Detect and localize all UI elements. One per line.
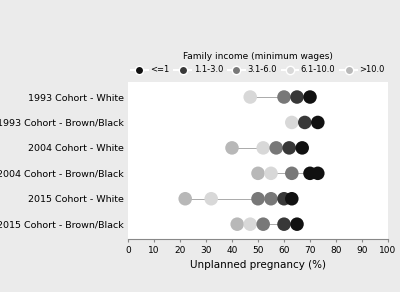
- Point: [281, 95, 287, 99]
- Point: [182, 197, 188, 201]
- Point: [255, 171, 261, 176]
- Point: [229, 145, 235, 150]
- Point: [247, 222, 254, 227]
- Point: [281, 222, 287, 227]
- Point: [273, 145, 280, 150]
- Point: [307, 95, 313, 99]
- Point: [286, 145, 292, 150]
- Point: [260, 222, 266, 227]
- Point: [268, 197, 274, 201]
- Point: [289, 171, 295, 176]
- Point: [294, 222, 300, 227]
- Point: [208, 197, 214, 201]
- Point: [268, 171, 274, 176]
- Point: [247, 95, 254, 99]
- Point: [289, 197, 295, 201]
- Legend: <=1, 1.1-3.0, 3.1-6.0, 6.1-10.0, >10.0: <=1, 1.1-3.0, 3.1-6.0, 6.1-10.0, >10.0: [131, 52, 385, 74]
- X-axis label: Unplanned pregnancy (%): Unplanned pregnancy (%): [190, 260, 326, 270]
- Point: [315, 171, 321, 176]
- Point: [281, 197, 287, 201]
- Point: [255, 197, 261, 201]
- Point: [302, 120, 308, 125]
- Point: [307, 171, 313, 176]
- Point: [315, 120, 321, 125]
- Point: [294, 95, 300, 99]
- Point: [289, 120, 295, 125]
- Point: [299, 145, 306, 150]
- Point: [260, 145, 266, 150]
- Point: [234, 222, 240, 227]
